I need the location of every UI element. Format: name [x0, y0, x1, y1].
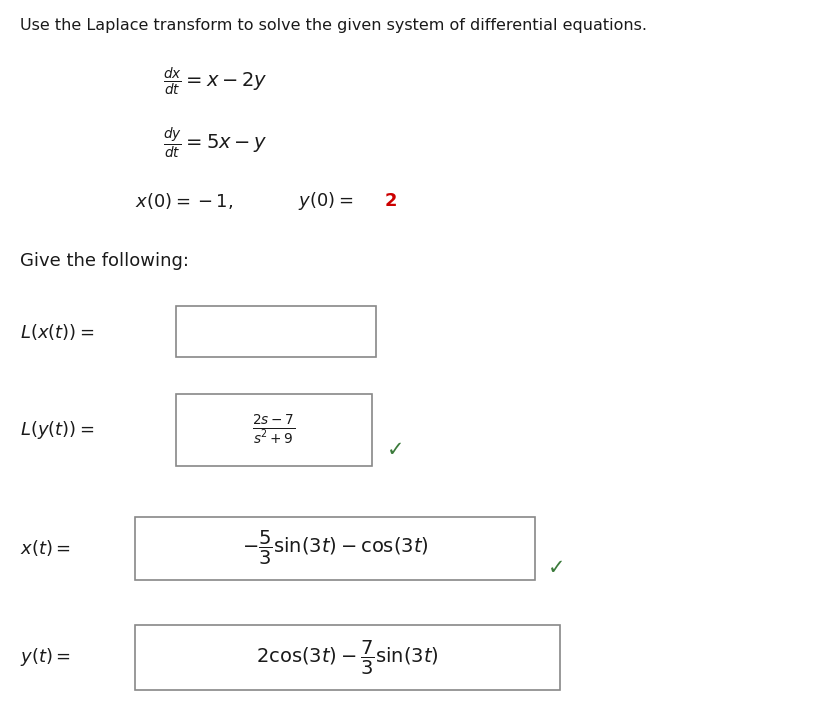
Text: $\mathbf{2}$: $\mathbf{2}$	[384, 192, 397, 211]
FancyBboxPatch shape	[176, 394, 372, 466]
Text: $y(t) =$: $y(t) =$	[20, 646, 71, 668]
Text: Use the Laplace transform to solve the given system of differential equations.: Use the Laplace transform to solve the g…	[20, 18, 647, 33]
Text: $2\cos(3t) - \dfrac{7}{3}\sin(3t)$: $2\cos(3t) - \dfrac{7}{3}\sin(3t)$	[256, 638, 439, 677]
Text: Give the following:: Give the following:	[20, 251, 190, 270]
Text: $x(0) = -1,$: $x(0) = -1,$	[135, 191, 233, 211]
FancyBboxPatch shape	[135, 517, 535, 580]
FancyBboxPatch shape	[176, 306, 376, 357]
Text: $\frac{dy}{dt} = 5x - y$: $\frac{dy}{dt} = 5x - y$	[163, 126, 268, 160]
Text: $\frac{dx}{dt} = x - 2y$: $\frac{dx}{dt} = x - 2y$	[163, 66, 268, 98]
Text: $y(0) =$: $y(0) =$	[298, 191, 354, 212]
Text: ✓: ✓	[547, 558, 565, 578]
FancyBboxPatch shape	[135, 625, 560, 690]
Text: $L(x(t)) =$: $L(x(t)) =$	[20, 322, 95, 342]
Text: $x(t) =$: $x(t) =$	[20, 538, 71, 558]
Text: ✓: ✓	[386, 440, 404, 460]
Text: $\frac{2s-7}{s^2+9}$: $\frac{2s-7}{s^2+9}$	[252, 413, 295, 446]
Text: $-\dfrac{5}{3}\sin(3t) - \cos(3t)$: $-\dfrac{5}{3}\sin(3t) - \cos(3t)$	[242, 529, 428, 568]
Text: $L(y(t)) =$: $L(y(t)) =$	[20, 419, 95, 441]
